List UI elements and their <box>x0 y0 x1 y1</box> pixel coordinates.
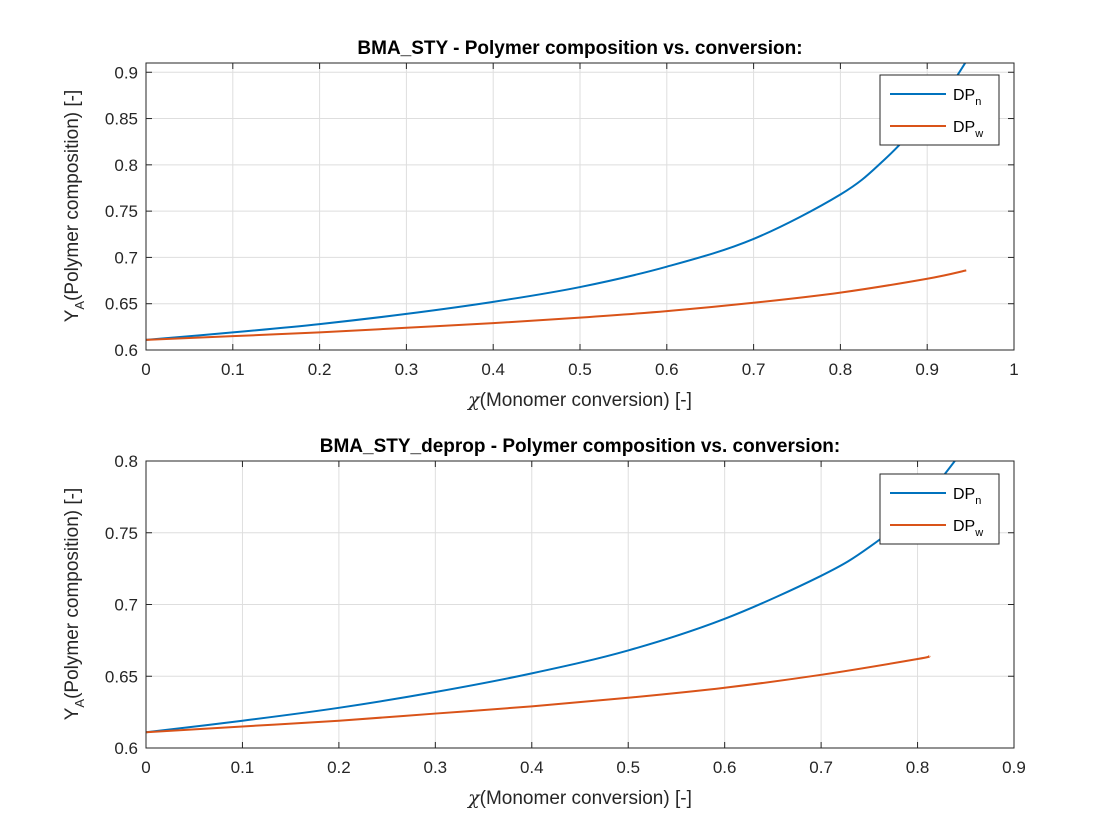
y-axis-label: YA(Polymer composition) [-] <box>62 488 87 721</box>
series-line-dpn <box>146 461 957 734</box>
x-tick-label: 0.1 <box>221 360 245 379</box>
series-line-dpw <box>146 269 967 341</box>
x-tick-label: 0.5 <box>616 758 640 777</box>
x-tick-label: 0.9 <box>915 360 939 379</box>
legend-box <box>879 74 1000 146</box>
y-axis-label-main: Y <box>62 309 83 322</box>
x-tick-label: 0.5 <box>568 360 592 379</box>
x-tick-label: 0.6 <box>655 360 679 379</box>
legend-box <box>879 473 1000 545</box>
y-axis-label: YA(Polymer composition) [-] <box>62 90 87 323</box>
legend: DPn DPw <box>879 473 1000 545</box>
x-axis-label-text: (Monomer conversion) [-] <box>480 390 692 411</box>
x-tick-label: 0.7 <box>742 360 766 379</box>
legend-label-dpw: DPw <box>953 119 983 140</box>
x-tick-label: 0.4 <box>520 758 544 777</box>
legend: DPn DPw <box>879 74 1000 146</box>
x-tick-label: 0 <box>141 758 150 777</box>
y-tick-label: 0.75 <box>105 524 138 543</box>
y-axis-label-sub: A <box>72 301 87 310</box>
x-tick-label: 1 <box>1009 360 1018 379</box>
y-tick-label: 0.8 <box>114 452 138 471</box>
y-tick-label: 0.8 <box>114 156 138 175</box>
x-tick-label: 0.3 <box>424 758 448 777</box>
x-tick-label: 0.4 <box>481 360 505 379</box>
series-layer <box>146 461 957 734</box>
y-axis-label-main: Y <box>62 707 83 720</box>
x-tick-label: 0 <box>141 360 150 379</box>
x-tick-label: 0.3 <box>395 360 419 379</box>
series-line-dpw <box>146 655 931 734</box>
chart-title: BMA_STY_deprop - Polymer composition vs.… <box>320 436 841 457</box>
chart-title: BMA_STY - Polymer composition vs. conver… <box>357 38 802 59</box>
y-tick-label: 0.75 <box>105 202 138 221</box>
chi-symbol: χ <box>466 787 481 809</box>
x-tick-label: 0.6 <box>713 758 737 777</box>
legend-label-dpw: DPw <box>953 518 983 539</box>
x-tick-label: 0.9 <box>1002 758 1026 777</box>
x-tick-label: 0.2 <box>308 360 332 379</box>
y-axis-label-rest: (Polymer composition) [-] <box>62 90 83 301</box>
y-tick-label: 0.65 <box>105 295 138 314</box>
tick-labels: 0 0.1 0.2 0.3 0.4 0.5 0.6 0.7 0.8 0.9 1 0.6 0.65 0.7 0… <box>105 63 1019 379</box>
legend-label-dpn: DPn <box>953 87 981 108</box>
legend-label-dpn: DPn <box>953 486 981 507</box>
x-tick-label: 0.1 <box>231 758 255 777</box>
x-tick-label: 0.2 <box>327 758 351 777</box>
x-axis-label: χ(Monomer conversion) [-] <box>466 787 692 809</box>
x-tick-label: 0.7 <box>809 758 833 777</box>
y-tick-label: 0.7 <box>114 248 138 267</box>
x-tick-label: 0.8 <box>829 360 853 379</box>
subplot-bma-sty: 0 0.1 0.2 0.3 0.4 0.5 0.6 0.7 0.8 0.9 1 0.6 0.65 0.7 0… <box>62 38 1019 411</box>
y-axis-label-sub: A <box>72 699 87 708</box>
x-axis-label: χ(Monomer conversion) [-] <box>466 389 692 411</box>
y-tick-label: 0.9 <box>114 63 138 82</box>
x-axis-label-text: (Monomer conversion) [-] <box>480 788 692 809</box>
y-tick-label: 0.7 <box>114 596 138 615</box>
x-tick-label: 0.8 <box>906 758 930 777</box>
y-tick-label: 0.85 <box>105 110 138 129</box>
y-tick-label: 0.6 <box>114 739 138 758</box>
y-axis-label-rest: (Polymer composition) [-] <box>62 488 83 699</box>
tick-labels: 0 0.1 0.2 0.3 0.4 0.5 0.6 0.7 0.8 0.9 0.6 0.65 0.7 0.… <box>105 452 1026 777</box>
chi-symbol: χ <box>466 389 481 411</box>
y-tick-label: 0.65 <box>105 667 138 686</box>
y-tick-label: 0.6 <box>114 341 138 360</box>
subplot-bma-sty-deprop: 0 0.1 0.2 0.3 0.4 0.5 0.6 0.7 0.8 0.9 0.6 0.65 0.7 0.… <box>62 436 1026 809</box>
